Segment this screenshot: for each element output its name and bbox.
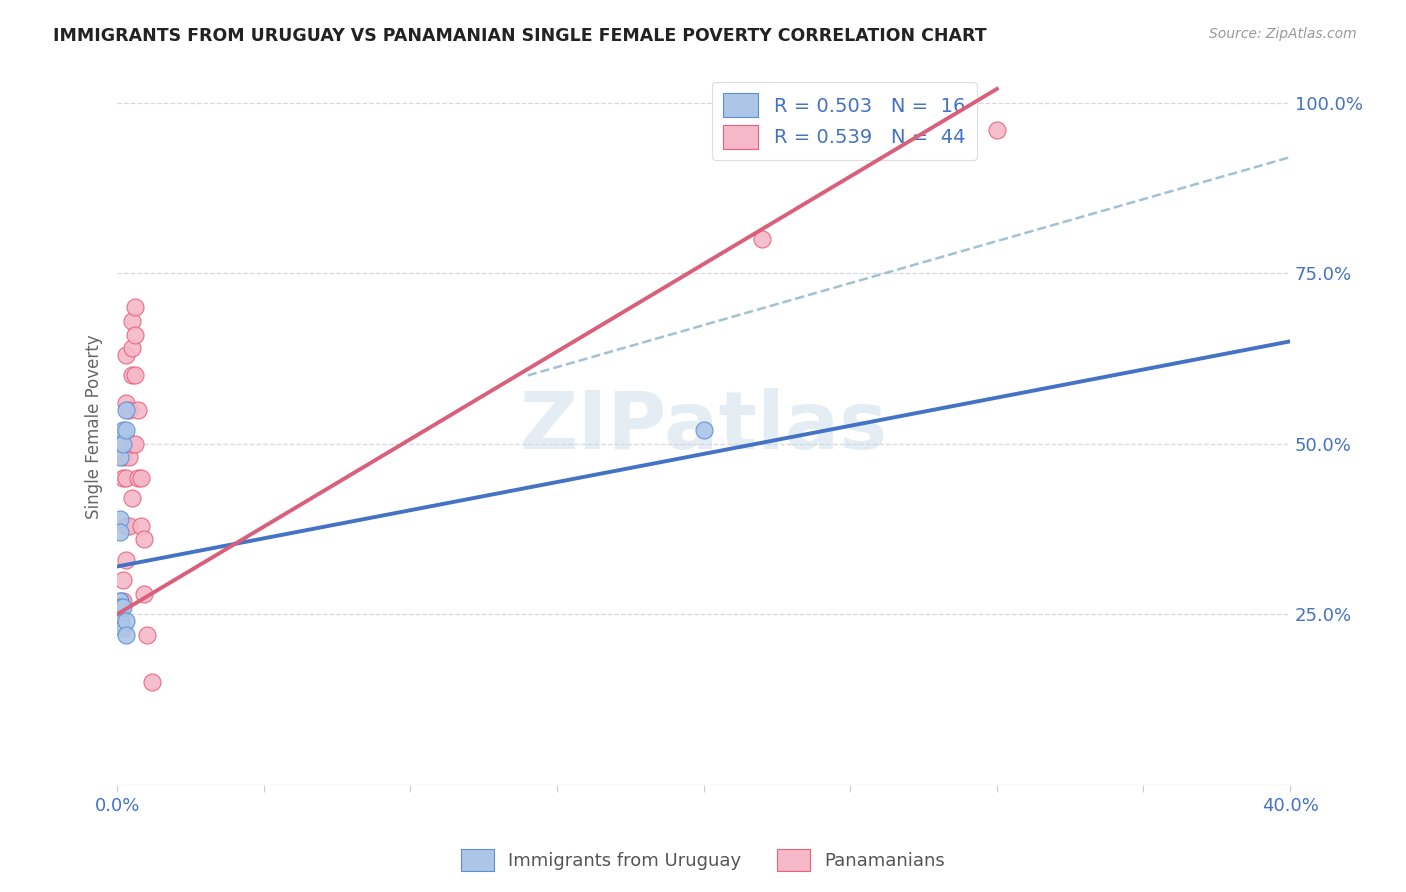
Point: [108, 614, 131, 628]
Point: [108, 600, 131, 615]
Legend: Immigrants from Uruguay, Panamanians: Immigrants from Uruguay, Panamanians: [454, 842, 952, 879]
Point: [115, 423, 138, 437]
Point: [108, 614, 131, 628]
Point: [112, 621, 135, 635]
Point: [124, 368, 146, 383]
Point: [751, 232, 773, 246]
Point: [135, 628, 157, 642]
Point: [108, 607, 131, 622]
Point: [115, 552, 138, 566]
Point: [108, 607, 131, 622]
Point: [112, 593, 135, 607]
Point: [115, 518, 138, 533]
Point: [692, 423, 714, 437]
Point: [108, 525, 131, 540]
Point: [112, 450, 135, 465]
Point: [108, 607, 131, 622]
Point: [108, 593, 131, 607]
Point: [124, 300, 146, 314]
Legend: R = 0.503   N =  16, R = 0.539   N =  44: R = 0.503 N = 16, R = 0.539 N = 44: [711, 82, 977, 161]
Point: [112, 471, 135, 485]
Point: [115, 471, 138, 485]
Text: IMMIGRANTS FROM URUGUAY VS PANAMANIAN SINGLE FEMALE POVERTY CORRELATION CHART: IMMIGRANTS FROM URUGUAY VS PANAMANIAN SI…: [53, 27, 987, 45]
Point: [108, 614, 131, 628]
Point: [108, 450, 131, 465]
Point: [108, 614, 131, 628]
Point: [124, 327, 146, 342]
Point: [118, 402, 141, 417]
Point: [115, 614, 138, 628]
Point: [129, 518, 152, 533]
Point: [115, 348, 138, 362]
Point: [121, 436, 143, 450]
Point: [129, 471, 152, 485]
Point: [108, 614, 131, 628]
Point: [108, 607, 131, 622]
Point: [112, 436, 135, 450]
Point: [108, 614, 131, 628]
Point: [127, 402, 149, 417]
Point: [115, 402, 138, 417]
Point: [108, 512, 131, 526]
Point: [121, 491, 143, 506]
Point: [108, 607, 131, 622]
Point: [132, 532, 155, 546]
Point: [108, 607, 131, 622]
Point: [112, 436, 135, 450]
Point: [141, 675, 163, 690]
Point: [118, 450, 141, 465]
Y-axis label: Single Female Poverty: Single Female Poverty: [86, 334, 103, 519]
Point: [986, 123, 1008, 137]
Point: [132, 587, 155, 601]
Point: [115, 396, 138, 410]
Text: ZIPatlas: ZIPatlas: [519, 388, 887, 466]
Point: [108, 614, 131, 628]
Point: [121, 368, 143, 383]
Point: [124, 436, 146, 450]
Point: [112, 573, 135, 587]
Point: [127, 471, 149, 485]
Point: [115, 628, 138, 642]
Point: [112, 423, 135, 437]
Point: [118, 518, 141, 533]
Point: [121, 341, 143, 355]
Point: [108, 593, 131, 607]
Point: [121, 314, 143, 328]
Text: Source: ZipAtlas.com: Source: ZipAtlas.com: [1209, 27, 1357, 41]
Point: [112, 600, 135, 615]
